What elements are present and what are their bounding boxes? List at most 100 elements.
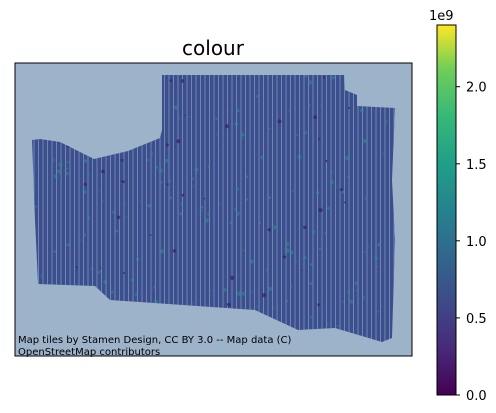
survey-speckle (181, 193, 185, 197)
survey-speckle (307, 80, 312, 85)
survey-speckle (190, 177, 194, 181)
survey-speckle (269, 137, 271, 139)
survey-speckle (180, 202, 184, 206)
survey-speckle (86, 216, 91, 220)
survey-speckle (347, 290, 351, 294)
survey-speckle (207, 212, 211, 216)
survey-speckle (366, 245, 369, 248)
survey-speckle (53, 250, 56, 253)
survey-speckle (121, 180, 125, 184)
survey-speckle (159, 180, 163, 184)
survey-speckle (364, 196, 368, 200)
survey-speckle (112, 210, 115, 214)
survey-speckle (146, 158, 149, 162)
survey-speckle (362, 138, 367, 144)
attribution-line-2: OpenStreetMap contributors (18, 347, 160, 358)
survey-speckle (268, 286, 273, 291)
survey-speckle (256, 305, 258, 308)
colorbar: 1e9 0.0 0.5 1.0 1.5 2.0 (429, 9, 487, 404)
survey-speckle (347, 175, 350, 179)
survey-speckle (101, 169, 105, 174)
survey-speckle (330, 180, 334, 185)
survey-speckle (34, 205, 37, 208)
survey-speckle (271, 225, 277, 230)
attribution-line-1: Map tiles by Stamen Design, CC BY 3.0 --… (18, 335, 292, 346)
survey-speckle (135, 257, 140, 262)
survey-speckle (169, 179, 172, 182)
survey-speckle (282, 255, 287, 259)
survey-speckle (339, 252, 341, 254)
survey-speckle (99, 190, 101, 192)
survey-speckle (377, 311, 380, 313)
survey-speckle (363, 250, 366, 253)
survey-speckle (199, 209, 203, 213)
survey-speckle (285, 241, 290, 246)
survey-speckle (303, 225, 307, 230)
survey-speckle (203, 197, 206, 200)
survey-speckle (222, 288, 227, 292)
survey-speckle (204, 218, 209, 223)
survey-speckle (216, 133, 218, 136)
survey-speckle (318, 247, 322, 250)
survey-speckle (268, 196, 271, 200)
survey-speckle (324, 231, 328, 235)
survey-speckle (265, 268, 269, 271)
survey-speckle (322, 313, 324, 315)
survey-speckle (78, 238, 81, 242)
survey-speckle (327, 206, 330, 210)
survey-speckle (304, 131, 307, 135)
colorbar-tick-label: 1.5 (466, 158, 487, 173)
survey-speckle (331, 76, 336, 80)
survey-speckle (101, 199, 104, 202)
survey-speckle (256, 94, 260, 98)
survey-speckle (210, 290, 212, 292)
survey-speckle (188, 116, 191, 118)
survey-speckle (130, 278, 135, 282)
map-title: colour (182, 36, 245, 60)
survey-speckle (297, 154, 302, 160)
survey-speckle (99, 267, 102, 269)
survey-speckle (229, 221, 232, 224)
survey-speckle (76, 269, 78, 271)
survey-speckle (65, 167, 68, 170)
survey-speckle (234, 122, 239, 126)
survey-speckle (99, 270, 102, 273)
survey-speckle (192, 185, 194, 187)
survey-speckle (272, 307, 275, 310)
survey-speckle (225, 124, 230, 129)
survey-speckle (184, 114, 186, 116)
survey-speckle (376, 266, 379, 268)
survey-speckle (190, 302, 193, 306)
colorbar-scale-label: 1e9 (429, 9, 454, 24)
survey-speckle (189, 170, 191, 172)
survey-speckle (234, 208, 237, 211)
survey-speckle (200, 206, 204, 209)
map-frame (14, 62, 413, 357)
survey-speckle (289, 250, 294, 255)
survey-speckle (153, 286, 156, 289)
survey-speckle (149, 234, 152, 237)
survey-speckle (336, 325, 339, 328)
survey-speckle (348, 107, 350, 110)
survey-speckle (251, 291, 254, 293)
survey-speckle (382, 153, 384, 155)
survey-speckle (325, 159, 328, 163)
survey-speckle (384, 120, 388, 123)
survey-speckle (179, 212, 183, 216)
survey-speckle (159, 260, 162, 262)
survey-speckle (330, 170, 333, 174)
survey-speckle (134, 292, 138, 297)
colorbar-tick-label: 0.0 (466, 389, 487, 404)
survey-speckle (243, 249, 245, 252)
survey-speckle (322, 76, 326, 79)
survey-speckle (301, 269, 303, 271)
colorbar-tick-label: 2.0 (466, 81, 487, 96)
survey-speckle (83, 233, 87, 237)
survey-speckle (174, 105, 179, 110)
survey-speckle (316, 96, 319, 99)
survey-speckle (235, 211, 240, 216)
survey-speckle (288, 109, 291, 112)
survey-speckle (349, 299, 354, 304)
survey-speckle (227, 302, 231, 307)
